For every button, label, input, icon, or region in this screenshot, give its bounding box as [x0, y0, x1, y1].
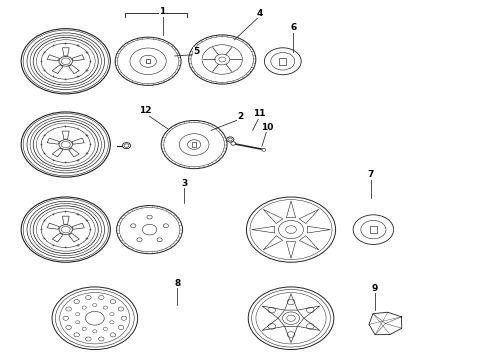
Bar — [90, 144, 91, 145]
Bar — [44, 52, 45, 53]
Text: 9: 9 — [371, 284, 378, 293]
Text: 10: 10 — [261, 123, 273, 132]
Bar — [77, 245, 78, 246]
Text: 5: 5 — [194, 47, 200, 56]
Bar — [44, 220, 45, 221]
Bar — [77, 129, 78, 130]
Bar — [53, 213, 54, 215]
Circle shape — [262, 148, 266, 151]
Bar — [53, 45, 54, 46]
Bar — [65, 79, 66, 80]
Circle shape — [265, 48, 301, 75]
Text: 11: 11 — [253, 109, 266, 118]
Bar — [77, 76, 78, 77]
Bar — [41, 144, 42, 145]
Text: 1: 1 — [160, 7, 166, 16]
Bar — [86, 238, 88, 239]
Bar — [77, 45, 78, 46]
Bar — [65, 126, 66, 127]
Bar — [90, 61, 91, 62]
Circle shape — [353, 215, 393, 244]
Bar — [65, 247, 66, 248]
Bar — [44, 135, 45, 136]
Text: 3: 3 — [181, 179, 188, 188]
Text: 12: 12 — [140, 107, 152, 116]
Bar — [90, 229, 91, 230]
Bar — [41, 61, 42, 62]
Bar — [53, 129, 54, 130]
Bar — [44, 70, 45, 71]
Bar — [65, 162, 66, 163]
Text: 2: 2 — [237, 112, 243, 121]
Bar — [86, 70, 88, 71]
Bar — [86, 153, 88, 154]
Circle shape — [231, 142, 236, 145]
Circle shape — [227, 137, 234, 142]
Bar — [77, 159, 78, 161]
Text: 7: 7 — [368, 170, 374, 179]
Bar — [53, 245, 54, 246]
Text: 8: 8 — [174, 279, 180, 288]
Text: 4: 4 — [256, 9, 263, 18]
Bar — [53, 159, 54, 161]
Bar — [279, 58, 286, 65]
Bar — [41, 229, 42, 230]
Bar — [44, 153, 45, 154]
Text: 6: 6 — [290, 23, 296, 32]
Bar — [370, 226, 377, 234]
Bar — [65, 43, 66, 44]
Bar — [86, 220, 88, 221]
Bar — [86, 135, 88, 136]
Bar — [146, 59, 150, 63]
Bar — [86, 52, 88, 53]
Circle shape — [122, 143, 131, 149]
Bar — [44, 238, 45, 239]
Bar — [192, 142, 196, 147]
Bar — [77, 213, 78, 215]
Bar — [65, 211, 66, 212]
Bar — [53, 76, 54, 77]
